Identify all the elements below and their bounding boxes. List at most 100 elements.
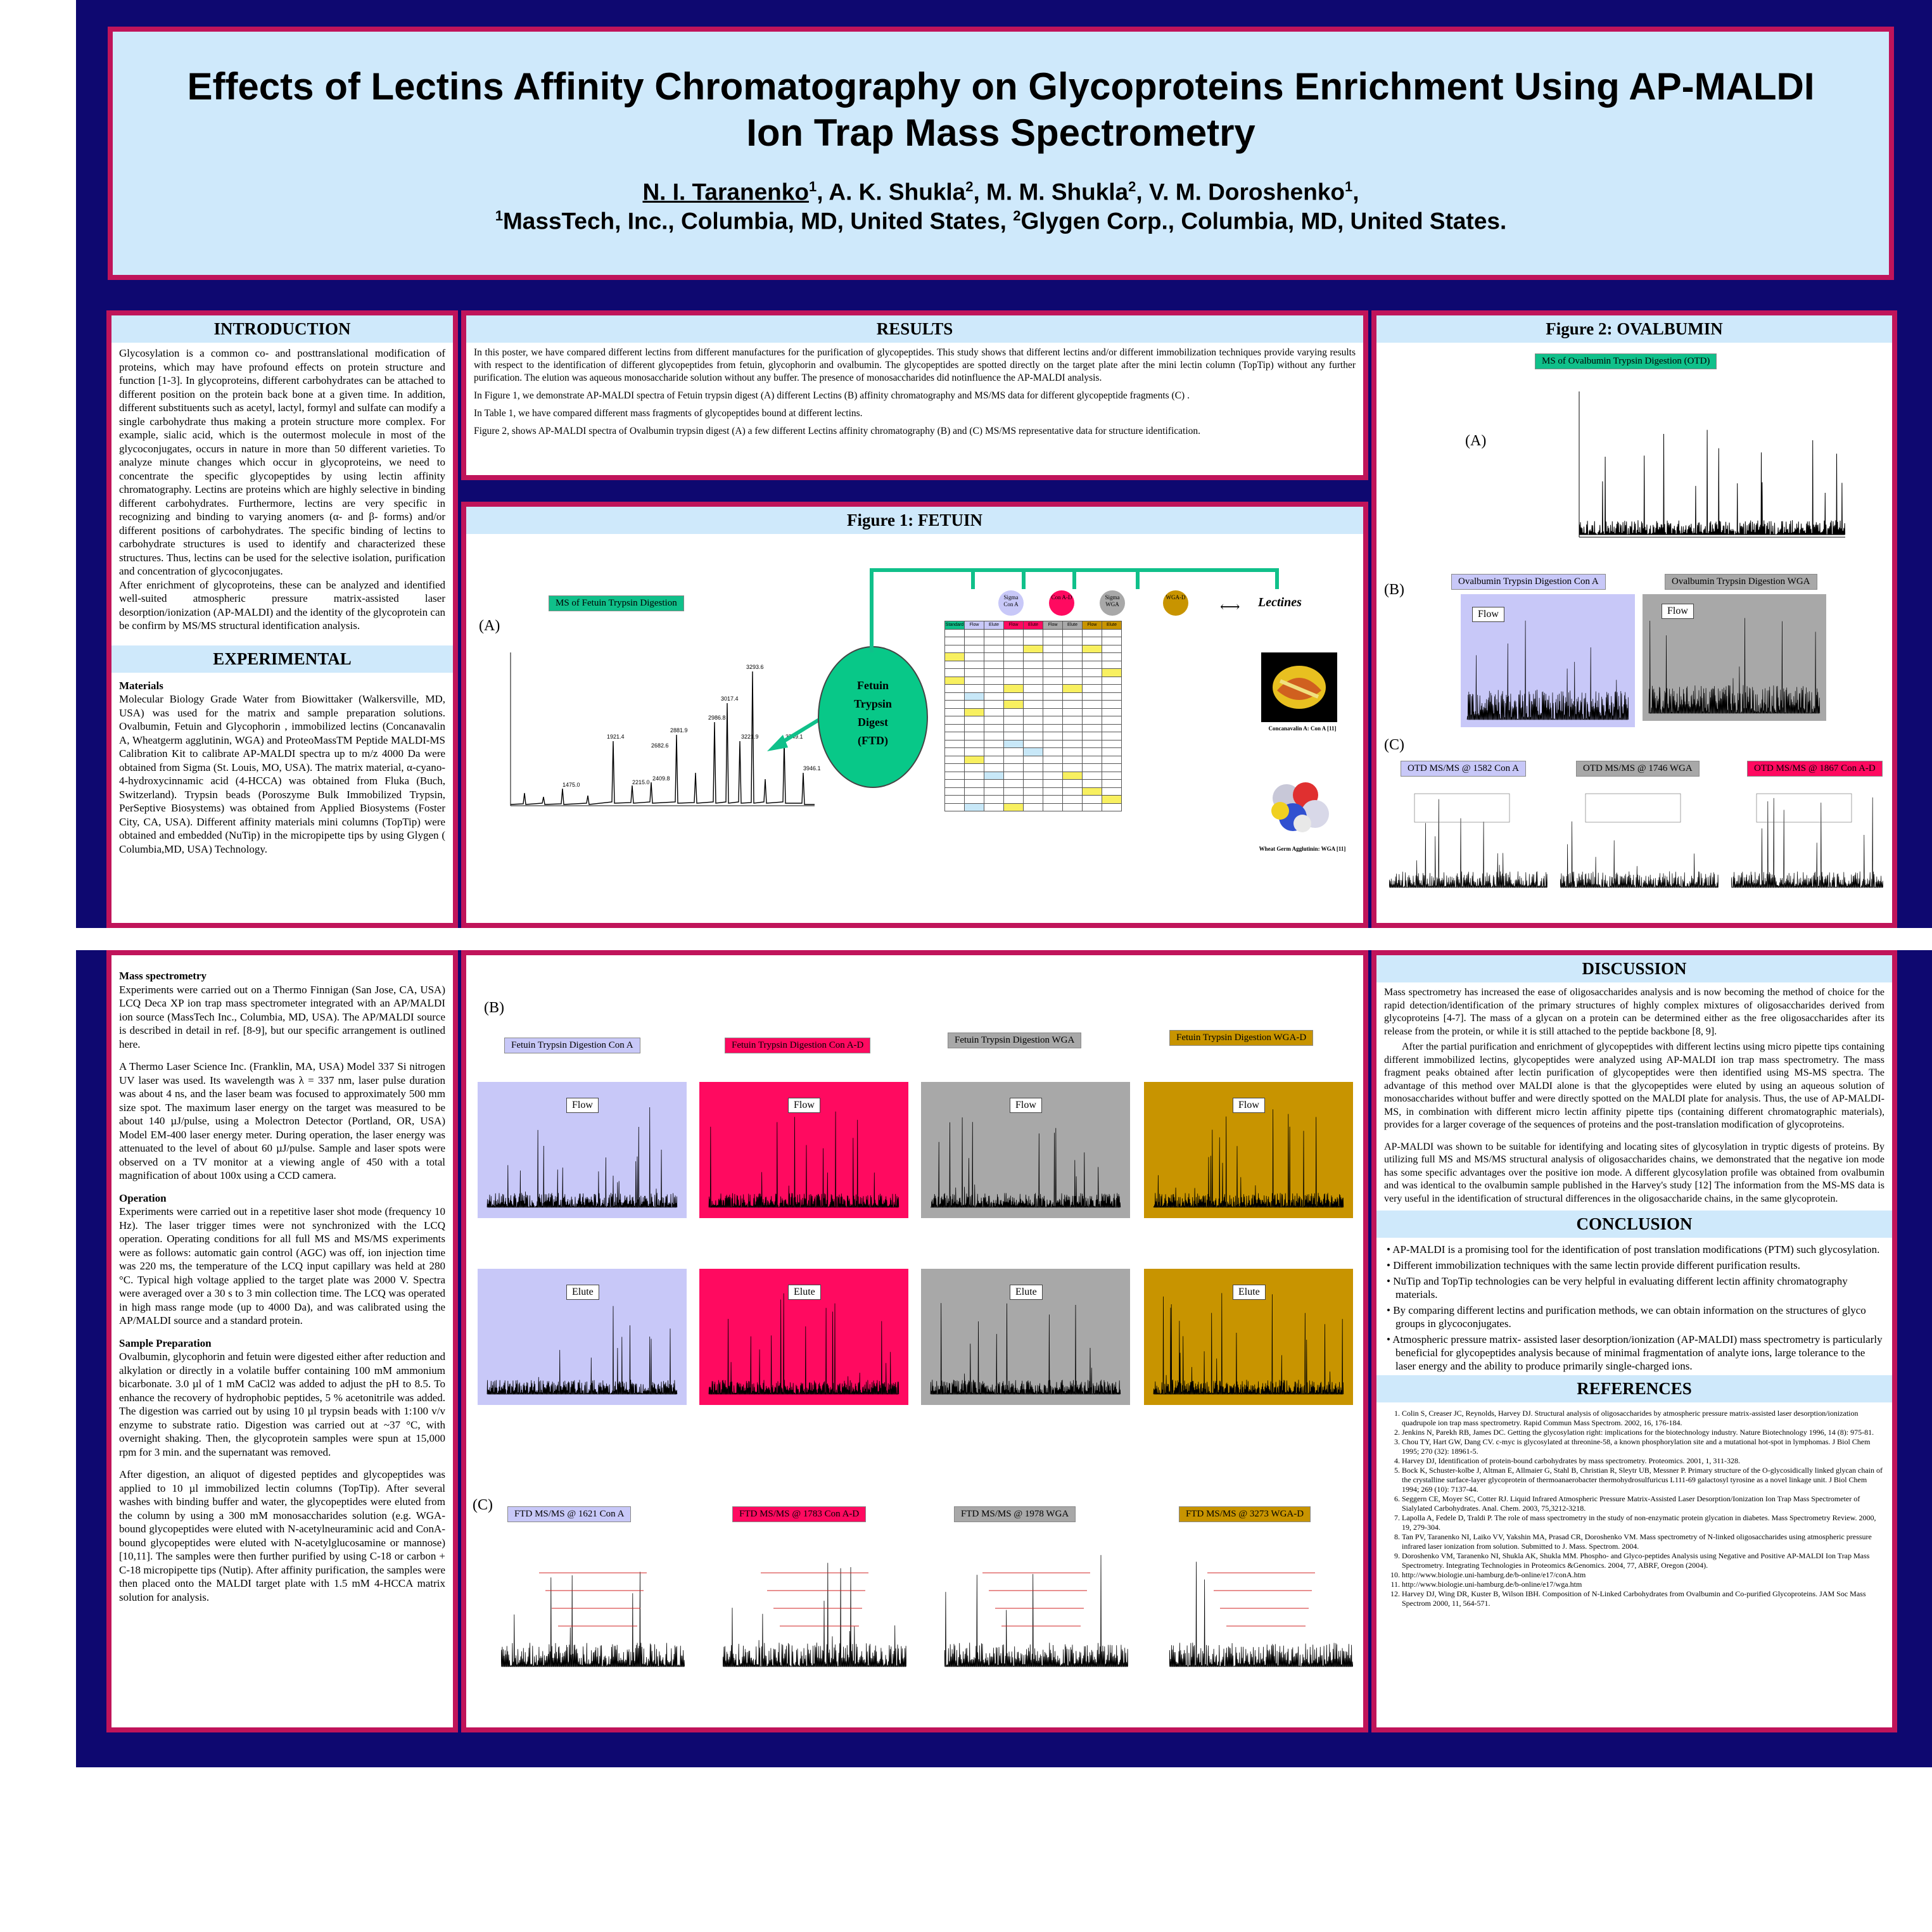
- poster-title-line1: Effects of Lectins Affinity Chromatograp…: [187, 65, 1815, 108]
- peak-label-4: 2986.8: [708, 715, 726, 721]
- experimental-heading: EXPERIMENTAL: [111, 645, 453, 673]
- otd-msms-1746-tag: OTD MS/MS @ 1746 WGA: [1576, 761, 1700, 777]
- ftd-con-a-tag: Fetuin Trypsin Digestion Con A: [504, 1038, 640, 1053]
- otd-wga-flow-spectrum: Flow: [1643, 594, 1826, 721]
- conclusion-item: • Atmospheric pressure matrix- assisted …: [1387, 1333, 1883, 1372]
- figure1-label-b: (B): [484, 1000, 504, 1016]
- conclusion-list: • AP-MALDI is a promising tool for the i…: [1376, 1243, 1892, 1373]
- affiliation-2: Glygen Corp., Columbia, MD, United State…: [1020, 208, 1507, 234]
- results-paragraph-3: In Table 1, we have compared different m…: [474, 408, 863, 419]
- results-panel: RESULTS In this poster, we have compared…: [461, 310, 1368, 480]
- fetuin-ms-tag: MS of Fetuin Trypsin Digestion: [549, 595, 684, 611]
- reference-item: Harvey DJ, Wing DR, Kuster B, Wilson IBH…: [1402, 1589, 1884, 1608]
- figure2-panel: Figure 2: OVALBUMIN MS of Ovalbumin Tryp…: [1371, 310, 1897, 928]
- otd-ms-tag: MS of Ovalbumin Trypsin Digestion (OTD): [1535, 353, 1717, 369]
- figure1-label-c: (C): [473, 1497, 493, 1513]
- discussion-paragraph-1: Mass spectrometry has increased the ease…: [1384, 987, 1884, 1037]
- ftd-con-a-d-tag: Fetuin Trypsin Digestion Con A-D: [725, 1038, 871, 1053]
- peak-label-1: 3293.6: [746, 664, 764, 670]
- flow-label: Flow: [1010, 1098, 1042, 1113]
- lectines-label: Lectines: [1258, 595, 1302, 609]
- elute-label: Elute: [566, 1285, 599, 1300]
- lectin-connector: [870, 568, 1279, 652]
- poster-title-line2: Ion Trap Mass Spectrometry: [746, 111, 1255, 154]
- conclusion-item: • AP-MALDI is a promising tool for the i…: [1387, 1243, 1880, 1255]
- msms-spectrum: [944, 1554, 1128, 1667]
- flow-spectrum: Flow: [699, 1082, 908, 1218]
- elute-spectrum: Elute: [699, 1269, 908, 1405]
- lectin-node-sigma-wga: Sigma WGA: [1100, 590, 1125, 616]
- elute-label: Elute: [788, 1285, 821, 1300]
- lectin-node-con-a-d: Con A-D: [1049, 590, 1074, 616]
- con-a-structure-image: [1261, 652, 1337, 722]
- otd-msms-1582-spectrum: [1389, 793, 1548, 888]
- ftd-msms-1978-tag: FTD MS/MS @ 1978 WGA: [954, 1506, 1076, 1522]
- reference-item: Chou TY, Hart GW, Dang CV. c-myc is glyc…: [1402, 1437, 1884, 1456]
- flow-label: Flow: [788, 1098, 820, 1113]
- reference-item: Jenkins N, Parekh RB, James DC. Getting …: [1402, 1428, 1884, 1437]
- figure1-heading: Figure 1: FETUIN: [466, 507, 1363, 534]
- materials-text: Molecular Biology Grade Water from Biowi…: [119, 693, 445, 855]
- conclusion-item: • By comparing different lectins and pur…: [1387, 1304, 1866, 1330]
- ftd-msms-1621-tag: FTD MS/MS @ 1621 Con A: [507, 1506, 632, 1522]
- results-paragraph-1: In this poster, we have compared differe…: [474, 347, 1356, 383]
- ms-paragraph-1: Experiments were carried out on a Thermo…: [119, 983, 445, 1050]
- otd-msms-1582-tag: OTD MS/MS @ 1582 Con A: [1401, 761, 1526, 777]
- fetuin-digest-node: Fetuin Trypsin Digest (FTD): [818, 646, 928, 788]
- peak-label-9: 2215.0: [632, 779, 650, 785]
- figure1-continued-panel: (B) Fetuin Trypsin Digestion Con A Fetui…: [461, 950, 1368, 1732]
- msms-spectrum: [723, 1563, 906, 1667]
- materials-heading: Materials: [119, 679, 163, 692]
- conclusion-item: • NuTip and TopTip technologies can be v…: [1387, 1275, 1848, 1300]
- lectin-node-sigma-con-a: Sigma Con A: [998, 590, 1024, 616]
- results-paragraph-2: In Figure 1, we demonstrate AP-MALDI spe…: [474, 390, 1190, 401]
- otd-con-a-tag: Ovalbumin Trypsin Digestion Con A: [1451, 574, 1606, 590]
- msms-spectrum: [1169, 1561, 1353, 1667]
- figure2-label-c: (C): [1384, 737, 1404, 753]
- flow-label: Flow: [566, 1098, 599, 1113]
- author-first: N. I. Taranenko: [642, 179, 809, 205]
- peak-label-10: 2409.8: [652, 775, 670, 782]
- wga-structure-image: [1261, 773, 1337, 842]
- authors: N. I. Taranenko1, A. K. Shukla2, M. M. S…: [642, 179, 1359, 205]
- author-4: , V. M. Doroshenko: [1136, 179, 1345, 205]
- ms-heading: Mass spectrometry: [119, 970, 207, 982]
- peak-label-2: 3017.4: [721, 696, 739, 702]
- intro-paragraph-2: After enrichment of glycoproteins, these…: [119, 578, 445, 632]
- operation-text: Experiments were carried out in a repeti…: [119, 1205, 445, 1326]
- peak-label-3: 3221.9: [741, 734, 759, 740]
- ms-paragraph-2: A Thermo Laser Science Inc. (Franklin, M…: [119, 1060, 445, 1181]
- sample-prep-paragraph-1: Ovalbumin, glycophorin and fetuin were d…: [119, 1350, 445, 1458]
- reference-item: http://www.biologie.uni-hamburg.de/b-onl…: [1402, 1570, 1884, 1580]
- reference-item: Colin S, Creaser JC, Reynolds, Harvey DJ…: [1402, 1409, 1884, 1428]
- reference-item: http://www.biologie.uni-hamburg.de/b-onl…: [1402, 1580, 1884, 1589]
- lectin-node-wga-d: WGA-D: [1163, 590, 1188, 616]
- figure1-label-a: (A): [479, 618, 500, 634]
- ftd-msms-3273-tag: FTD MS/MS @ 3273 WGA-D: [1179, 1506, 1311, 1522]
- peak-label-8: 1921.4: [607, 734, 625, 740]
- sample-prep-heading: Sample Preparation: [119, 1337, 212, 1349]
- reference-item: Harvey DJ, Identification of protein-bou…: [1402, 1456, 1884, 1466]
- author-3: , M. M. Shukla: [973, 179, 1129, 205]
- otd-con-a-flow-spectrum: Flow: [1461, 594, 1635, 727]
- con-a-caption: Concanavalin A: Con A [11]: [1268, 725, 1337, 732]
- experimental-continued-panel: Mass spectrometry Experiments were carri…: [106, 950, 458, 1732]
- peak-label-5: 2881.9: [670, 727, 688, 734]
- title-panel: Effects of Lectins Affinity Chromatograp…: [108, 27, 1894, 280]
- elute-label: Elute: [1233, 1285, 1266, 1300]
- figure2-heading: Figure 2: OVALBUMIN: [1376, 315, 1892, 343]
- discussion-paragraph-3: AP-MALDI was shown to be suitable for id…: [1384, 1141, 1884, 1204]
- operation-heading: Operation: [119, 1192, 167, 1204]
- lectines-arrow: ⟷: [1220, 599, 1240, 614]
- references-list: Colin S, Creaser JC, Reynolds, Harvey DJ…: [1376, 1409, 1892, 1608]
- flow-label: Flow: [1233, 1098, 1265, 1113]
- figure1-panel: Figure 1: FETUIN (A) MS of Fetuin Trypsi…: [461, 502, 1368, 928]
- conclusion-heading: CONCLUSION: [1376, 1211, 1892, 1238]
- otd-wga-tag: Ovalbumin Trypsin Digestion WGA: [1665, 574, 1817, 590]
- ftd-msms-1783-tag: FTD MS/MS @ 1783 Con A-D: [732, 1506, 867, 1522]
- ftd-wga-d-tag: Fetuin Trypsin Digestion WGA-D: [1169, 1030, 1314, 1046]
- reference-item: Tan PV, Taranenko NI, Laiko VV, Yakshin …: [1402, 1532, 1884, 1551]
- elute-label: Elute: [1010, 1285, 1043, 1300]
- flow-spectrum: Flow: [1144, 1082, 1353, 1218]
- discussion-heading: DISCUSSION: [1376, 955, 1892, 982]
